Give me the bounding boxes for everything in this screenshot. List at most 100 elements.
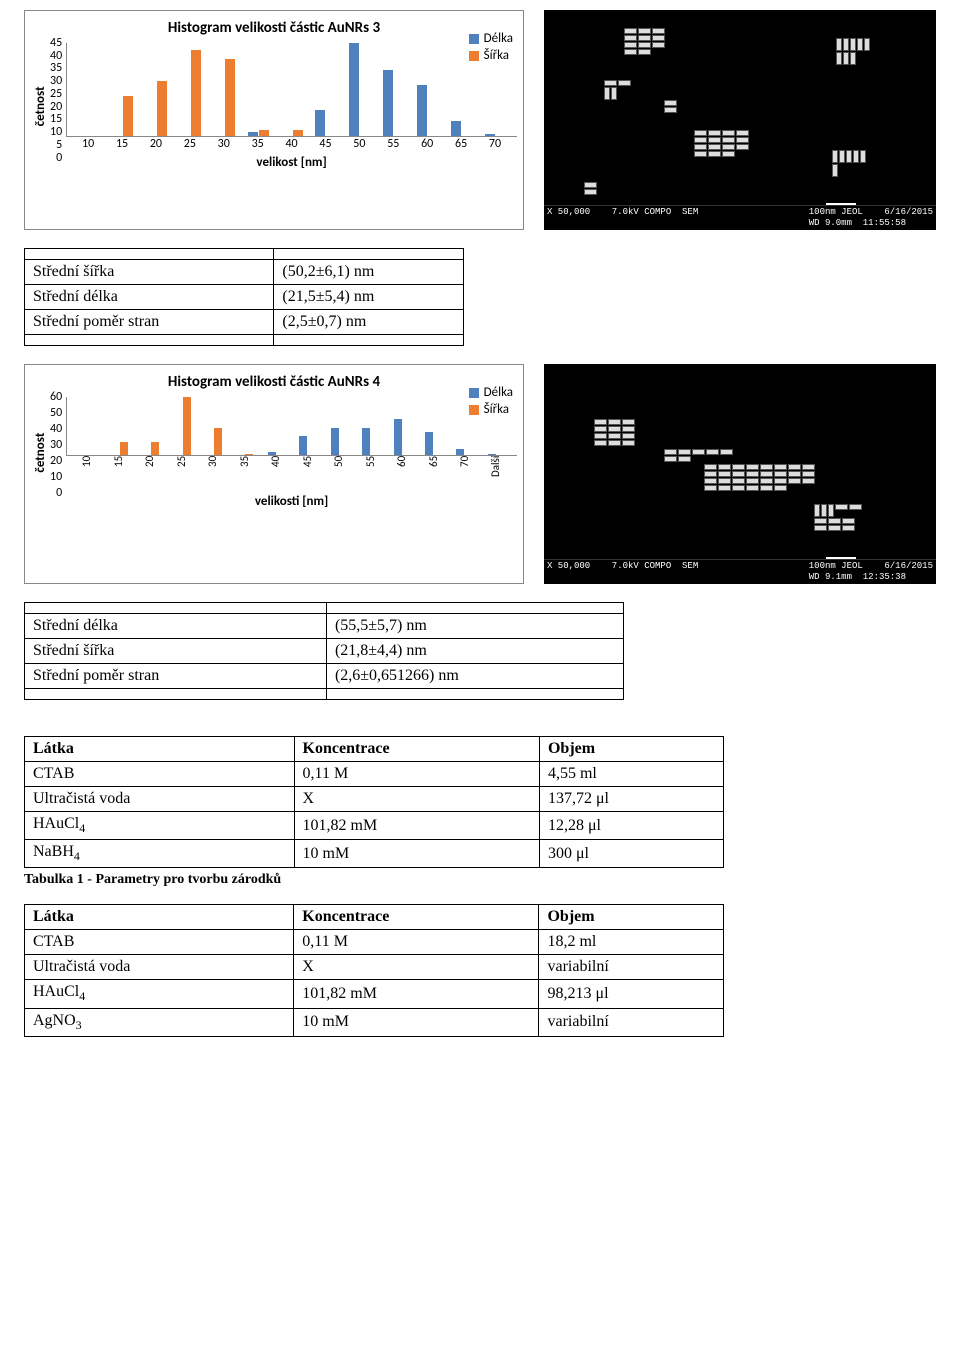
table-cell: (2,5±0,7) nm <box>274 310 464 335</box>
xtick: 65 <box>419 456 448 490</box>
bar-group <box>344 43 376 136</box>
table-cell: 137,72 μl <box>539 787 723 812</box>
table-cell: (50,2±6,1) nm <box>274 260 464 285</box>
xtick: 35 <box>242 137 274 151</box>
xtick: 40 <box>276 137 308 151</box>
sem2-right-bot: WD 9.1mm 12:35:38 <box>809 572 906 582</box>
table-header: Koncentrace <box>294 905 539 930</box>
sem2-right-top: 100nm JEOL 6/16/2015 <box>809 561 933 571</box>
stats1-table: Střední šířka(50,2±6,1) nmStřední délka(… <box>24 248 464 346</box>
table-header: Látka <box>25 737 295 762</box>
table-row: HAuCl4101,82 mM98,213 μl <box>25 980 724 1008</box>
sem1-panel: X 50,000 7.0kV COMPO SEM 100nm JEOL 6/16… <box>544 10 936 230</box>
bar-sirka <box>259 130 269 137</box>
bar-sirka <box>191 50 201 137</box>
table-cell: Ultračistá voda <box>25 787 295 812</box>
particle-cluster <box>664 100 678 113</box>
bar-delka <box>299 436 307 454</box>
xtick: 30 <box>198 456 227 490</box>
table-cell: Střední šířka <box>25 260 274 285</box>
sem1-right-bot: WD 9.0mm 11:55:58 <box>809 218 906 228</box>
bar-group <box>107 96 139 136</box>
bar-sirka <box>245 454 253 455</box>
bar-group <box>105 442 134 455</box>
xtick: 15 <box>106 137 138 151</box>
table-cell: Střední délka <box>25 285 274 310</box>
xtick: 55 <box>356 456 385 490</box>
table-cell: Střední šířka <box>25 639 327 664</box>
chart1-xlabel: velikost [nm] <box>66 155 517 170</box>
bar-group <box>479 134 511 136</box>
chart2-plot <box>66 397 517 456</box>
table-cell: variabilní <box>539 955 724 980</box>
bar-delka <box>394 419 402 454</box>
table-row: Střední šířka(50,2±6,1) nm <box>25 260 464 285</box>
xtick: 40 <box>261 456 290 490</box>
table-cell: 10 mM <box>294 840 539 868</box>
table-cell: 18,2 ml <box>539 930 724 955</box>
xtick: 50 <box>324 456 353 490</box>
chart2-plotwrap: 10152025303540455055606570Další velikost… <box>66 397 517 509</box>
table-cell: Střední délka <box>25 614 327 639</box>
particle-cluster <box>604 80 634 100</box>
bar-delka <box>456 449 464 454</box>
bar-group <box>293 436 322 454</box>
xtick: 15 <box>104 456 133 490</box>
bar-delka <box>248 132 258 136</box>
row-chart1: Histogram velikosti částic AuNRs 3 Délka… <box>24 10 936 230</box>
ytick: 30 <box>50 439 62 455</box>
ytick: 0 <box>56 152 62 165</box>
sem2-panel: X 50,000 7.0kV COMPO SEM 100nm JEOL 6/16… <box>544 364 936 584</box>
table-row: Střední délka(21,5±5,4) nm <box>25 285 464 310</box>
bar-delka <box>451 121 461 137</box>
table1: LátkaKoncentraceObjem CTAB0,11 M4,55 mlU… <box>24 736 724 868</box>
stats2-table: Střední délka(55,5±5,7) nmStřední šířka(… <box>24 602 624 700</box>
ytick: 60 <box>50 391 62 407</box>
table-row: Střední poměr stran(2,5±0,7) nm <box>25 310 464 335</box>
table-cell: 98,213 μl <box>539 980 724 1008</box>
table-row: AgNO310 mMvariabilní <box>25 1008 724 1036</box>
row-chart2: Histogram velikosti částic AuNRs 4 Délka… <box>24 364 936 584</box>
particle-cluster <box>814 504 864 531</box>
bar-sirka <box>293 130 303 137</box>
bar-group <box>356 428 385 455</box>
xtick: 65 <box>445 137 477 151</box>
chart2-body: četnost 6050403020100 101520253035404550… <box>31 397 517 509</box>
table-row: Střední šířka(21,8±4,4) nm <box>25 639 624 664</box>
table-cell: 101,82 mM <box>294 980 539 1008</box>
sem2-caption: X 50,000 7.0kV COMPO SEM 100nm JEOL 6/16… <box>544 559 936 584</box>
table-cell: 4,55 ml <box>539 762 723 787</box>
bar-sirka <box>123 96 133 136</box>
bar-group <box>378 70 410 137</box>
table-cell: NaBH4 <box>25 840 295 868</box>
bar-delka <box>315 110 325 137</box>
particle-cluster <box>624 28 668 55</box>
xtick: Další <box>481 456 510 490</box>
bar-group <box>175 50 207 137</box>
xtick: 25 <box>174 137 206 151</box>
sem1-right-top: 100nm JEOL 6/16/2015 <box>809 207 933 217</box>
particle-cluster <box>584 182 604 195</box>
particle-cluster <box>664 449 734 462</box>
particle-cluster <box>694 130 754 157</box>
bar-group <box>276 130 308 137</box>
bar-sirka <box>157 81 167 137</box>
bar-delka <box>268 452 276 454</box>
chart1-yticks: 454035302520151050 <box>50 43 66 170</box>
ytick: 40 <box>50 423 62 439</box>
bar-group <box>325 428 354 455</box>
table-cell: Ultračistá voda <box>25 955 294 980</box>
bar-group <box>136 442 165 455</box>
table-cell: Střední poměr stran <box>25 664 327 689</box>
xtick: 45 <box>293 456 322 490</box>
bar-group <box>445 121 477 137</box>
table-cell: variabilní <box>539 1008 724 1036</box>
bar-group <box>242 130 274 137</box>
chart1-title: Histogram velikosti částic AuNRs 3 <box>31 19 517 37</box>
bar-sirka <box>183 397 191 455</box>
chart1-panel: Histogram velikosti částic AuNRs 3 Délka… <box>24 10 524 230</box>
xtick: 25 <box>167 456 196 490</box>
table-cell: (55,5±5,7) nm <box>326 614 623 639</box>
sem1-caption: X 50,000 7.0kV COMPO SEM 100nm JEOL 6/16… <box>544 205 936 230</box>
table-cell: 12,28 μl <box>539 812 723 840</box>
